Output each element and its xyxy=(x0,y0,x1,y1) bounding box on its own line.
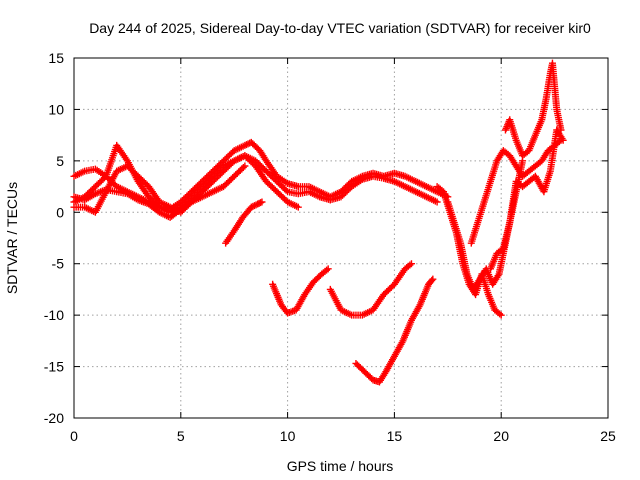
x-tick-label: 15 xyxy=(387,428,403,444)
data-point xyxy=(258,198,266,206)
series-track-4 xyxy=(70,162,249,221)
series-track-13 xyxy=(487,126,567,273)
x-tick-label: 25 xyxy=(600,428,616,444)
x-tick-label: 5 xyxy=(177,428,185,444)
x-tick-label: 20 xyxy=(493,428,509,444)
series-track-12 xyxy=(501,59,565,160)
y-tick-label: -15 xyxy=(44,359,64,375)
data-layer xyxy=(70,59,567,386)
y-tick-label: 10 xyxy=(48,101,64,117)
data-point xyxy=(406,261,414,269)
y-tick-label: 5 xyxy=(56,153,64,169)
data-point xyxy=(247,203,255,211)
data-point xyxy=(496,310,504,318)
series-track-7 xyxy=(326,260,415,319)
tick-layer: 0 5 10 15 20 25 -20 -15 -10 -5 0 5 10 15 xyxy=(44,50,616,444)
series-track-6 xyxy=(269,265,332,317)
data-point xyxy=(242,141,250,149)
x-tick-label: 0 xyxy=(70,428,78,444)
data-point xyxy=(282,186,290,194)
y-tick-label: -20 xyxy=(44,410,64,426)
series-track-8 xyxy=(352,275,437,386)
data-point xyxy=(433,198,441,206)
plot-frame xyxy=(73,57,609,419)
data-point xyxy=(428,276,436,284)
data-point xyxy=(239,163,247,171)
y-tick-label: 15 xyxy=(48,50,64,66)
y-axis-label: SDTVAR / TECUs xyxy=(4,182,20,294)
y-tick-label: -5 xyxy=(52,256,65,272)
data-point xyxy=(429,275,437,283)
x-axis-label: GPS time / hours xyxy=(287,458,394,474)
data-point xyxy=(250,202,258,210)
y-tick-label: -10 xyxy=(44,307,64,323)
x-tick-label: 10 xyxy=(280,428,296,444)
y-tick-label: 0 xyxy=(56,204,64,220)
data-point xyxy=(323,266,331,274)
grid-layer xyxy=(74,58,608,418)
data-point xyxy=(241,141,249,149)
series-track-5 xyxy=(222,198,266,247)
series-track-11 xyxy=(467,136,565,247)
chart-title: Day 244 of 2025, Sidereal Day-to-day VTE… xyxy=(89,20,591,36)
data-point xyxy=(559,136,567,144)
data-point xyxy=(249,202,257,210)
data-point xyxy=(497,311,505,319)
data-point xyxy=(294,203,302,211)
series-track-9 xyxy=(433,183,505,319)
series-track-10 xyxy=(444,157,527,293)
data-point xyxy=(407,260,415,268)
data-point xyxy=(241,162,249,170)
data-point xyxy=(324,265,332,273)
